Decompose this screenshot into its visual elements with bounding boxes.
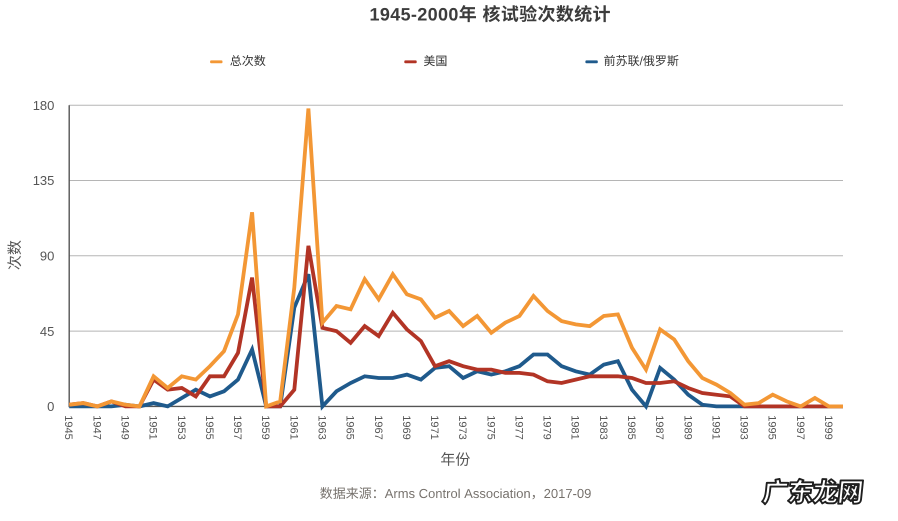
- svg-text:1963: 1963: [316, 415, 328, 439]
- svg-text:1959: 1959: [259, 415, 271, 439]
- svg-text:1993: 1993: [738, 415, 750, 439]
- svg-text:1981: 1981: [569, 415, 581, 439]
- svg-text:1989: 1989: [681, 415, 693, 439]
- svg-text:1949: 1949: [119, 415, 131, 439]
- svg-text:1961: 1961: [287, 415, 299, 439]
- svg-text:1947: 1947: [90, 415, 102, 439]
- svg-text:1957: 1957: [231, 415, 243, 439]
- svg-text:1951: 1951: [147, 415, 159, 439]
- svg-text:1975: 1975: [484, 415, 496, 439]
- svg-text:1991: 1991: [709, 415, 721, 439]
- svg-text:1977: 1977: [513, 415, 525, 439]
- svg-text:45: 45: [40, 324, 54, 339]
- svg-text:90: 90: [40, 249, 54, 264]
- svg-text:1965: 1965: [344, 415, 356, 439]
- svg-text:1983: 1983: [597, 415, 609, 439]
- svg-text:1953: 1953: [175, 415, 187, 439]
- svg-text:135: 135: [33, 173, 55, 188]
- svg-text:1997: 1997: [794, 415, 806, 439]
- svg-text:1985: 1985: [625, 415, 637, 439]
- svg-text:1987: 1987: [653, 415, 665, 439]
- svg-text:1945: 1945: [62, 415, 74, 439]
- svg-text:1995: 1995: [766, 415, 778, 439]
- svg-text:1969: 1969: [400, 415, 412, 439]
- svg-text:1967: 1967: [372, 415, 384, 439]
- svg-text:1971: 1971: [428, 415, 440, 439]
- svg-text:1999: 1999: [822, 415, 834, 439]
- svg-text:0: 0: [47, 399, 54, 414]
- svg-text:1955: 1955: [203, 415, 215, 439]
- svg-text:1979: 1979: [541, 415, 553, 439]
- svg-text:180: 180: [33, 98, 55, 113]
- svg-text:1973: 1973: [456, 415, 468, 439]
